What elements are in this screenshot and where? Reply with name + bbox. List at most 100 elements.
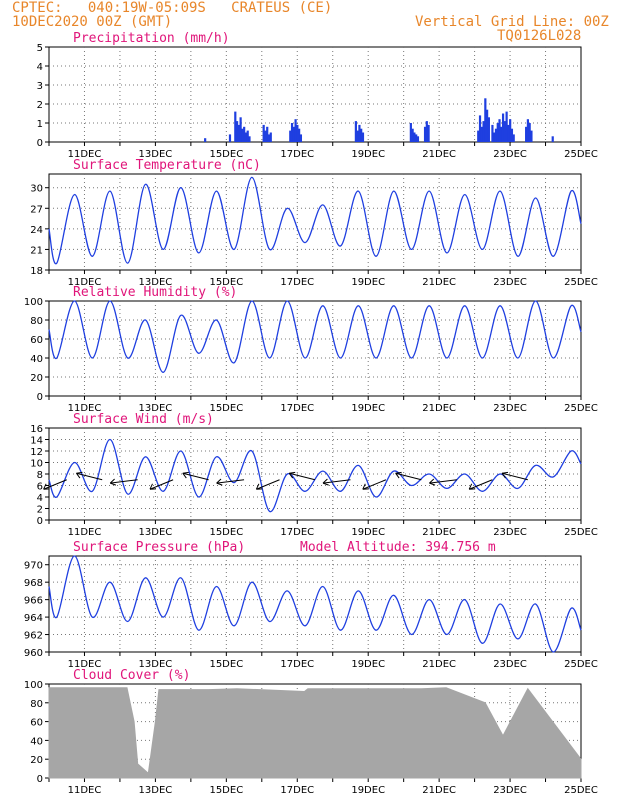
pres-frame	[48, 555, 582, 653]
rh-title: Relative Humidity (%)	[73, 285, 237, 300]
run-date: 10DEC2020 00Z (GMT)	[12, 14, 173, 30]
model-id: TQ0126L028	[497, 28, 582, 44]
precip-bar	[248, 136, 251, 142]
precip-bar	[505, 111, 508, 142]
precip-xtick-label: 19DEC	[351, 149, 385, 160]
precip-bar	[264, 130, 267, 142]
precip-bar	[262, 124, 265, 142]
wind-xtick-label: 15DEC	[209, 527, 243, 538]
rh-xtick-label: 13DEC	[139, 403, 173, 414]
precip-bar	[361, 132, 365, 142]
wind-arrowhead	[182, 471, 189, 479]
temp-xtick-label: 19DEC	[351, 277, 385, 288]
wind-arrow	[362, 479, 387, 490]
rh-xtick-label: 21DEC	[422, 403, 456, 414]
pres-xtick-label: 23DEC	[493, 659, 527, 670]
wind-arrow	[289, 472, 316, 481]
temp-xtick-label: 25DEC	[564, 277, 598, 288]
pres-xtick-label: 11DEC	[68, 659, 102, 670]
precip-bar	[501, 113, 505, 142]
precip-bar	[509, 119, 512, 142]
rh-ytick-label: 40	[30, 354, 43, 365]
cloud-ytick-label: 20	[30, 755, 43, 766]
cloud-xtick-label: 13DEC	[139, 785, 173, 796]
wind-arrow	[76, 472, 103, 481]
wind-arrowhead	[501, 471, 509, 479]
precip-bar	[241, 128, 244, 142]
precip-bar	[423, 126, 427, 142]
precip-bar	[290, 123, 294, 142]
wind-arrowhead	[395, 471, 402, 479]
wind-arrowhead	[109, 478, 117, 486]
precip-bar	[487, 117, 490, 142]
wind-arrowhead	[149, 483, 157, 490]
wind-arrow	[149, 479, 174, 490]
wind-xtick-label: 11DEC	[68, 527, 102, 538]
precip-bar	[525, 126, 528, 142]
rh-line	[48, 300, 582, 373]
precip-bar	[500, 126, 503, 142]
cloud-xtick-label: 25DEC	[564, 785, 598, 796]
cloud-ytick-label: 40	[30, 736, 43, 747]
precip-bar	[234, 111, 237, 142]
pres-line	[48, 555, 582, 653]
wind-line	[48, 438, 582, 513]
pres-xtick-label: 19DEC	[351, 659, 385, 670]
wind-arrowhead	[288, 471, 296, 479]
precip-bar	[416, 136, 420, 142]
temp-ytick-label: 21	[30, 245, 43, 256]
temp-ytick-label: 18	[30, 266, 43, 277]
wind-arrowhead	[322, 478, 329, 486]
rh-xtick-label: 25DEC	[564, 403, 598, 414]
precip-bar	[510, 128, 514, 142]
wind-arrow	[182, 472, 209, 481]
temp-xtick-label: 15DEC	[209, 277, 243, 288]
rh-frame	[48, 300, 582, 397]
wind-ytick-label: 8	[37, 470, 43, 481]
precip-bar	[289, 130, 292, 142]
cloud-xtick-label: 11DEC	[68, 785, 102, 796]
rh-xtick-label: 15DEC	[209, 403, 243, 414]
cloud-xtick-label: 23DEC	[493, 785, 527, 796]
wind-arrowhead	[216, 478, 223, 486]
cloud-xtick-label: 15DEC	[209, 785, 243, 796]
precip-bar	[269, 132, 272, 142]
wind-arrowhead	[429, 478, 436, 486]
pres-title: Surface Pressure (hPa)	[73, 540, 245, 555]
temp-xtick-label: 17DEC	[280, 277, 314, 288]
temp-ytick-label: 30	[30, 184, 43, 195]
rh-ytick-label: 20	[30, 373, 43, 384]
wind-arrow	[395, 472, 422, 481]
wind-arrow	[501, 472, 528, 481]
precip-bar	[292, 126, 295, 142]
pres-xtick-label: 13DEC	[139, 659, 173, 670]
wind-arrow	[322, 479, 351, 484]
rh-ytick-label: 100	[24, 297, 43, 308]
temp-xtick-label: 13DEC	[139, 277, 173, 288]
precip-frame	[48, 46, 582, 143]
precip-bar	[482, 121, 485, 142]
precip-bar	[354, 121, 357, 142]
precip-bar	[246, 130, 249, 142]
rh-xtick-label: 23DEC	[493, 403, 527, 414]
station-title: CPTEC: 040:19W-05:09S CRATEUS (CE)	[12, 0, 333, 16]
precip-bar	[507, 124, 510, 142]
pres-xtick-label: 21DEC	[422, 659, 456, 670]
pres-ytick-label: 968	[24, 578, 43, 589]
wind-ytick-label: 12	[30, 447, 43, 458]
rh-ytick-label: 60	[30, 335, 43, 346]
rh-xtick-label: 17DEC	[280, 403, 314, 414]
precip-xtick-label: 13DEC	[139, 149, 173, 160]
wind-xtick-label: 25DEC	[564, 527, 598, 538]
precip-xtick-label: 11DEC	[68, 149, 102, 160]
pres-annotation: Model Altitude: 394.756 m	[300, 540, 496, 555]
rh-ytick-label: 0	[37, 392, 43, 403]
cloud-area	[48, 687, 582, 779]
precip-bar	[358, 124, 361, 142]
precip-bar	[204, 138, 207, 142]
temp-line	[48, 176, 582, 265]
precip-bar	[494, 128, 498, 142]
wind-arrow	[216, 479, 245, 484]
cloud-xtick-label: 19DEC	[351, 785, 385, 796]
